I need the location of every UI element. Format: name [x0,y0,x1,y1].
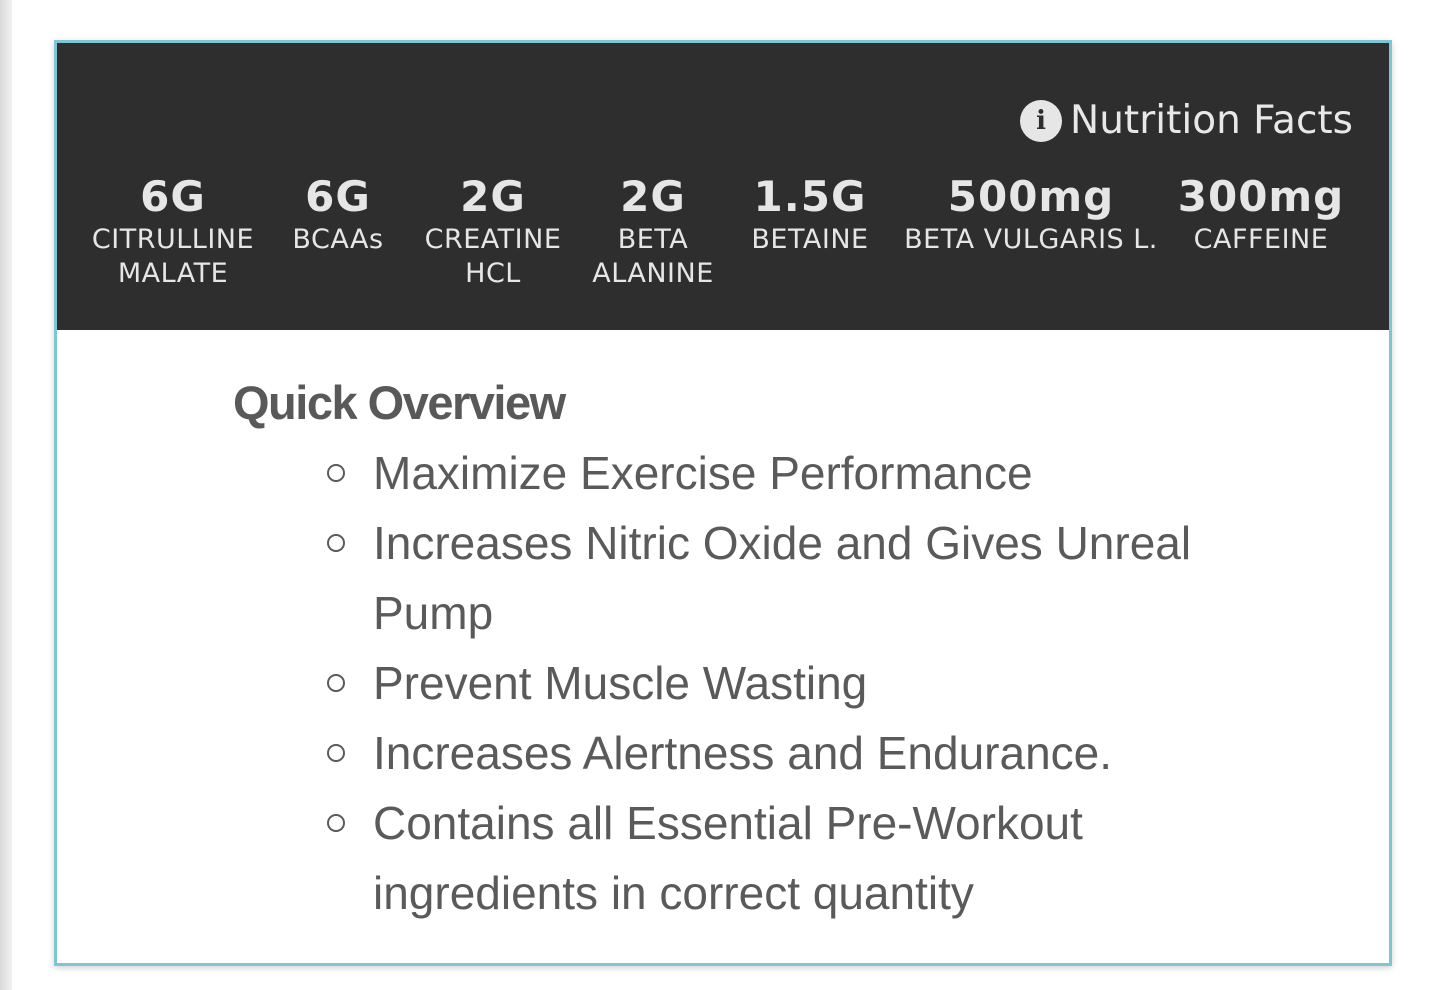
ingredient-name-line2: HCL [465,258,521,289]
list-item-text: Prevent Muscle Wasting [373,657,868,709]
ingredient-amount: 6G [140,172,206,221]
page-edge [0,0,12,990]
ingredient-name: CAFFEINE [1193,224,1329,255]
list-item: Increases Alertness and Endurance. [327,718,1193,788]
ingredient-name: BCAAs [292,224,384,255]
product-card: i Nutrition Facts 6G CITRULLINE MALATE 6… [54,40,1392,966]
list-item: Maximize Exercise Performance [327,438,1193,508]
circle-bullet-icon [327,814,345,832]
list-item: Prevent Muscle Wasting [327,648,1193,718]
ingredient-amount: 6G [305,172,371,221]
ingredient-caffeine: 300mg CAFFEINE [1178,171,1345,257]
list-item-text: Increases Alertness and Endurance. [373,727,1113,779]
circle-bullet-icon [327,464,345,482]
quick-overview-title: Quick Overview [233,376,566,429]
ingredient-name-line2: ALANINE [592,258,714,289]
ingredient-beta-vulgaris: 500mg BETA VULGARIS L. [904,171,1158,257]
list-item: Contains all Essential Pre-Workout ingre… [327,788,1193,928]
circle-bullet-icon [327,674,345,692]
ingredient-betaine: 1.5G BETAINE [751,171,868,257]
ingredient-name: CREATINE [424,224,562,255]
list-item-text: Maximize Exercise Performance [373,447,1033,499]
ingredient-name: CITRULLINE [91,224,255,255]
circle-bullet-icon [327,744,345,762]
list-item: Increases Nitric Oxide and Gives Unreal … [327,508,1193,648]
ingredient-amount: 300mg [1177,172,1345,221]
ingredient-name: BETAINE [751,224,869,255]
ingredient-bcaas: 6G BCAAs [292,171,383,257]
list-item-text: Increases Nitric Oxide and Gives Unreal … [373,517,1192,639]
nutrition-facts-link[interactable]: i Nutrition Facts [1020,98,1353,143]
ingredient-creatine-hcl: 2G CREATINE HCL [425,171,562,291]
ingredient-name: BETA [617,224,689,255]
info-icon: i [1020,99,1063,142]
ingredient-name-line2: MALATE [117,258,229,289]
ingredient-amount: 500mg [947,172,1115,221]
list-item-text: Contains all Essential Pre-Workout ingre… [373,797,1083,919]
ingredient-citrulline-malate: 6G CITRULLINE MALATE [92,171,254,291]
ingredient-amount: 2G [620,172,686,221]
ingredient-amount: 2G [460,172,526,221]
quick-overview-list: Maximize Exercise Performance Increases … [327,438,1193,928]
nutrition-facts-label: Nutrition Facts [1070,98,1353,143]
ingredient-amount: 1.5G [753,172,867,221]
circle-bullet-icon [327,534,345,552]
ingredient-beta-alanine: 2G BETA ALANINE [592,171,714,291]
ingredient-name: BETA VULGARIS L. [904,224,1158,255]
nutrition-banner: i Nutrition Facts 6G CITRULLINE MALATE 6… [57,43,1389,330]
